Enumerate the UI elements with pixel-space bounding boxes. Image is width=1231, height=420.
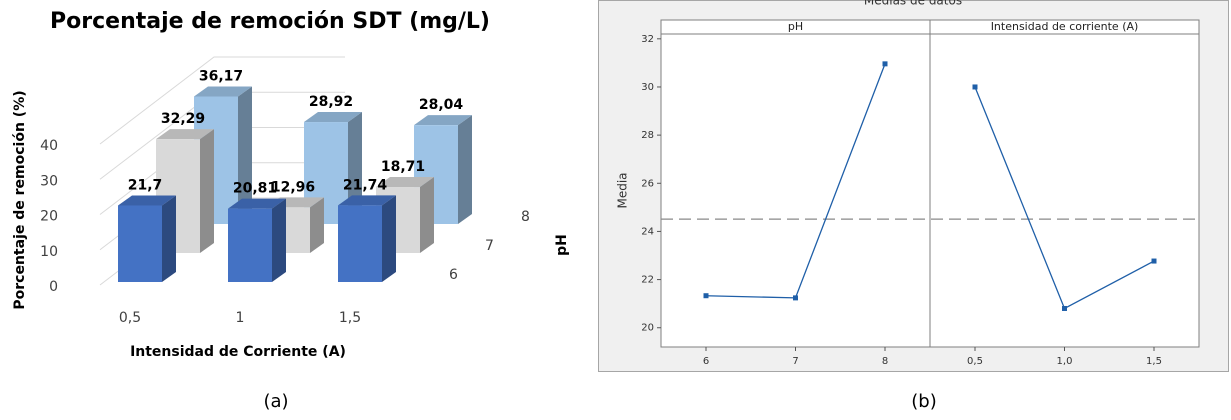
bar-top bbox=[304, 112, 362, 123]
bar bbox=[338, 195, 396, 282]
y-tick-label: 28 bbox=[641, 130, 654, 141]
y-tick-label: 22 bbox=[641, 275, 654, 286]
x-axis-label: Intensidad de Corriente (A) bbox=[130, 344, 346, 360]
y-tick-label: 24 bbox=[641, 226, 654, 237]
x-tick-label: 6 bbox=[703, 356, 709, 367]
bar-side bbox=[162, 195, 176, 282]
bar-front bbox=[118, 205, 162, 282]
bar-top bbox=[228, 198, 286, 209]
bar-top bbox=[194, 86, 252, 97]
bar-top bbox=[414, 115, 472, 126]
bar-side bbox=[420, 177, 434, 253]
y-tick-label: 20 bbox=[40, 209, 58, 225]
grid-line bbox=[99, 56, 345, 145]
data-label: 28,04 bbox=[419, 97, 464, 113]
data-label: 21,74 bbox=[343, 177, 388, 193]
data-label: 18,71 bbox=[381, 159, 425, 175]
data-label: 36,17 bbox=[199, 69, 243, 85]
x-tick-label: 1,5 bbox=[1146, 356, 1162, 367]
z-axis-label: pH bbox=[554, 234, 570, 256]
bar-top bbox=[118, 195, 176, 206]
y-tick-label: 40 bbox=[40, 138, 58, 154]
y-tick-label: 26 bbox=[641, 178, 654, 189]
bar-side bbox=[200, 129, 214, 253]
chart-title: Medias de datos bbox=[864, 0, 962, 8]
y-tick-label: 32 bbox=[641, 34, 654, 45]
y-tick-label: 0 bbox=[49, 279, 58, 295]
legend-label: 8 bbox=[521, 209, 530, 225]
bar-front bbox=[338, 205, 382, 282]
data-label: 32,29 bbox=[161, 111, 205, 127]
y-axis-label: Media bbox=[616, 172, 630, 208]
bar-side bbox=[310, 197, 324, 253]
bar bbox=[118, 195, 176, 282]
x-tick-label: 1 bbox=[236, 310, 245, 326]
bar-side bbox=[382, 195, 396, 282]
bar-top bbox=[156, 129, 214, 140]
y-tick-label: 30 bbox=[641, 82, 654, 93]
bar-side bbox=[458, 115, 472, 224]
bar-front bbox=[228, 208, 272, 282]
point bbox=[793, 295, 798, 301]
data-label: 12,96 bbox=[271, 179, 315, 195]
point bbox=[972, 84, 978, 90]
caption: (b) bbox=[911, 391, 936, 412]
y-axis-label: Porcentaje de remoción (%) bbox=[12, 90, 28, 309]
x-tick-label: 8 bbox=[882, 356, 888, 367]
x-tick-label: 0,5 bbox=[119, 310, 141, 326]
chart-title: Porcentaje de remoción SDT (mg/L) bbox=[50, 9, 490, 34]
caption: (a) bbox=[263, 391, 288, 412]
legend-label: 6 bbox=[449, 267, 458, 283]
y-tick-label: 20 bbox=[641, 323, 654, 334]
x-tick-label: 1,0 bbox=[1057, 356, 1073, 367]
panel-title: pH bbox=[788, 20, 803, 33]
x-tick-label: 7 bbox=[792, 356, 798, 367]
bar-top bbox=[376, 177, 434, 188]
data-label: 20,81 bbox=[233, 181, 277, 197]
bar bbox=[228, 198, 286, 282]
x-tick-label: 1,5 bbox=[339, 310, 361, 326]
x-tick-label: 0,5 bbox=[967, 356, 983, 367]
point bbox=[1062, 305, 1067, 311]
point bbox=[703, 293, 709, 299]
point bbox=[882, 61, 888, 67]
bar-side bbox=[238, 86, 252, 224]
data-label: 28,92 bbox=[309, 94, 353, 110]
legend-label: 7 bbox=[485, 238, 494, 254]
y-tick-label: 30 bbox=[40, 173, 58, 189]
y-tick-label: 10 bbox=[40, 244, 58, 260]
panel-title: Intensidad de corriente (A) bbox=[991, 20, 1139, 33]
bar-top bbox=[338, 195, 396, 206]
bar-side bbox=[272, 198, 286, 282]
data-label: 21,7 bbox=[128, 178, 163, 194]
point bbox=[1151, 258, 1157, 264]
